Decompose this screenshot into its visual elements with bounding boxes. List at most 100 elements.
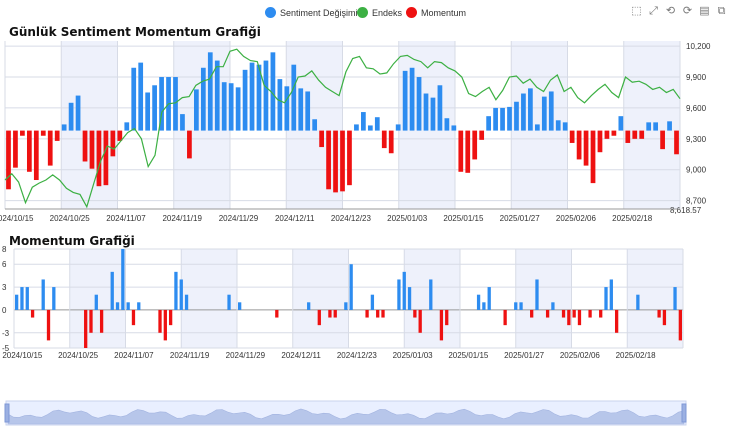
mom-pos-bar (673, 287, 677, 310)
momentum-bar (458, 130, 464, 172)
mom-neg-bar (439, 309, 444, 341)
legend-label-sentiment: Sentiment Değişimi (280, 7, 358, 18)
mom-pos-bar (514, 302, 518, 310)
mom-neg-bar (328, 309, 332, 318)
main-ymin-label: 8,618.57 (670, 206, 702, 215)
mom-pos-bar (535, 279, 539, 310)
sentiment-bar (354, 124, 359, 131)
main-xtick-label: 2024/11/29 (219, 214, 259, 223)
mom-xtick-label: 2025/01/15 (448, 351, 489, 360)
momentum-bar (117, 130, 123, 141)
legend-item-endeks[interactable]: Endeks (357, 7, 402, 18)
sentiment-bar (409, 67, 415, 131)
sentiment-bar (500, 107, 505, 131)
momentum-bar (26, 130, 32, 172)
momentum-bar (96, 130, 102, 187)
mom-neg-bar (413, 309, 417, 318)
mom-neg-bar (275, 309, 279, 318)
mom-pos-bar (397, 279, 401, 310)
main-ytick-label: 9,000 (686, 166, 707, 175)
sentiment-bar (256, 64, 262, 131)
mom-pos-bar (519, 302, 523, 310)
momentum-bar (479, 130, 485, 140)
momentum-bar (13, 130, 18, 168)
mom-pos-bar (429, 279, 433, 310)
sentiment-bar (493, 107, 498, 131)
mom-neg-bar (561, 309, 566, 318)
legend-item-momentum[interactable]: Momentum (406, 7, 466, 18)
momentum-bar (333, 130, 338, 193)
mom-pos-bar (115, 302, 120, 310)
sentiment-bar (653, 122, 659, 131)
momentum-bar (604, 130, 610, 139)
mom-ytick-label: 0 (2, 306, 7, 315)
sentiment-bar (242, 69, 248, 131)
sentiment-bar (75, 95, 81, 131)
mom-ytick-label: -5 (2, 344, 10, 353)
mom-pos-bar (636, 294, 640, 310)
mom-neg-bar (168, 309, 173, 326)
main-xtick-label: 2024/11/07 (106, 214, 146, 223)
sentiment-bar (214, 60, 220, 131)
sentiment-bar (200, 67, 206, 131)
sentiment-bar (173, 77, 178, 131)
sentiment-bar (514, 101, 519, 131)
sentiment-bar (548, 91, 554, 131)
mom-pos-bar (407, 287, 412, 310)
main-ytick-label: 9,300 (686, 135, 707, 144)
mom-neg-bar (662, 309, 667, 326)
momentum-bar (674, 130, 679, 155)
mom-pos-bar (126, 302, 130, 310)
sentiment-bar (486, 116, 491, 131)
mom-pos-bar (137, 302, 141, 310)
mom-xtick-label: 2024/12/11 (281, 351, 321, 360)
endeks-line (4, 48, 681, 209)
momentum-bar (381, 130, 387, 149)
mom-neg-bar (599, 309, 603, 318)
sentiment-bar (521, 93, 526, 131)
mom-neg-bar (365, 309, 369, 318)
main-xtick-label: 2024/10/25 (50, 214, 91, 223)
mom-pos-bar (20, 287, 24, 310)
legend-dot-endeks (357, 7, 368, 18)
mom-xtick-label: 2025/01/03 (393, 351, 434, 360)
sentiment-bar (249, 62, 255, 131)
momentum-bar (569, 130, 575, 143)
zoom-reset-icon[interactable]: ⤢ (649, 5, 658, 17)
save-image-icon[interactable]: ⧉ (717, 5, 726, 17)
mom-neg-bar (131, 309, 136, 326)
momentum-bar (110, 130, 116, 157)
momentum-bar (89, 130, 95, 169)
momentum-bar (6, 130, 11, 190)
momentum-bar (40, 130, 46, 136)
main-xtick-label: 2024/12/11 (275, 214, 315, 223)
momentum-bar (82, 130, 88, 162)
momentum-bar (576, 130, 582, 160)
mom-neg-bar (530, 309, 534, 318)
sentiment-bar (528, 88, 533, 131)
chart-title-momentum: Momentum Grafiği (9, 234, 135, 248)
zoom-icon[interactable]: ⬚ (631, 5, 642, 17)
mom-xtick-label: 2024/10/15 (2, 351, 43, 360)
mom-neg-bar (657, 309, 661, 318)
restore-icon[interactable]: ⟲ (665, 5, 676, 17)
main-xtick-label: 2025/01/27 (500, 214, 541, 223)
mom-pos-bar (227, 294, 231, 310)
main-xtick-label: 2025/01/15 (443, 214, 484, 223)
mom-neg-bar (376, 309, 380, 318)
momentum-bar (639, 130, 645, 139)
mom-neg-bar (614, 309, 619, 333)
mom-neg-bar (99, 309, 104, 333)
sentiment-bar (263, 60, 269, 131)
mom-neg-bar (588, 309, 592, 318)
chart-title-main: Günlük Sentiment Momentum Grafiği (9, 25, 261, 39)
data-view-icon[interactable]: ▤ (699, 5, 710, 17)
datazoom-preview (7, 408, 685, 425)
mom-neg-bar (84, 309, 88, 348)
legend-item-sentiment[interactable]: Sentiment Değişimi (265, 7, 358, 18)
sentiment-bar (124, 122, 130, 131)
refresh-icon[interactable]: ⟳ (682, 5, 693, 17)
sentiment-bar (159, 77, 164, 131)
mom-xtick-label: 2024/11/29 (226, 351, 266, 360)
